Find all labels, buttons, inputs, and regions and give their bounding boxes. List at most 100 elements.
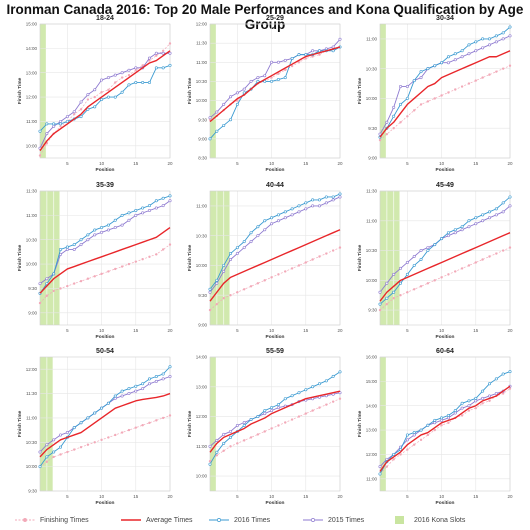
data-point <box>405 433 409 437</box>
kona-slot-band <box>210 357 216 491</box>
data-point <box>494 40 498 44</box>
series-line-average <box>379 232 511 302</box>
data-point <box>317 198 321 202</box>
data-point <box>446 61 450 65</box>
x-tick-label: 15 <box>303 494 309 499</box>
data-point <box>215 110 219 114</box>
data-point <box>222 441 226 445</box>
x-tick-label: 20 <box>507 494 513 499</box>
data-point <box>120 223 124 227</box>
data-point <box>392 290 396 294</box>
data-point <box>79 108 83 111</box>
data-point <box>508 34 512 38</box>
data-point <box>460 414 464 417</box>
data-point <box>79 238 83 242</box>
data-point <box>419 257 423 261</box>
series-line-finishing <box>379 388 511 475</box>
data-point <box>168 42 172 45</box>
data-point <box>277 72 280 75</box>
data-point <box>93 88 97 92</box>
data-point <box>229 435 233 439</box>
data-point <box>385 281 389 285</box>
series-line-t2015 <box>39 52 170 149</box>
data-point <box>453 52 457 56</box>
data-point <box>154 374 158 378</box>
data-point <box>256 225 260 229</box>
x-axis-label: Position <box>436 334 455 340</box>
chart-title: 50-54 <box>96 348 114 355</box>
x-tick-label: 15 <box>303 328 309 333</box>
y-tick-label: 11:00 <box>366 218 377 223</box>
data-point <box>168 194 172 198</box>
data-point <box>433 97 436 100</box>
series-line-finishing <box>379 65 511 141</box>
chart-panel-45-49: 45-49 9:30 10:00 10:30 11:00 11:30 5 10 15 20 Posi… <box>357 182 513 340</box>
plot-frame <box>379 23 511 159</box>
data-point <box>229 445 232 448</box>
data-point <box>72 243 76 247</box>
y-tick-label: 14:00 <box>196 355 208 360</box>
data-point <box>45 277 49 281</box>
data-point <box>249 240 253 244</box>
data-point <box>208 287 212 291</box>
y-tick-label: 11:30 <box>196 41 207 46</box>
legend-item-t2016: 2016 Times <box>208 514 270 526</box>
data-point <box>433 243 437 247</box>
series-points-t2015 <box>208 195 342 294</box>
data-point <box>481 46 485 50</box>
data-point <box>270 427 273 430</box>
data-point <box>433 64 437 68</box>
y-tick-label: 11:00 <box>26 416 37 421</box>
data-point <box>338 246 342 249</box>
legend-item-finishing: Finishing Times <box>14 514 89 526</box>
data-point <box>93 228 97 232</box>
data-point <box>270 222 274 226</box>
data-point <box>488 399 491 403</box>
data-point <box>324 201 328 205</box>
data-point <box>276 219 280 223</box>
data-point <box>453 58 457 62</box>
page-title: Ironman Canada 2016: Top 20 Male Perform… <box>6 2 524 32</box>
data-point <box>141 387 145 391</box>
data-point <box>399 85 403 89</box>
data-point <box>460 225 464 229</box>
data-point <box>412 263 416 267</box>
data-point <box>467 219 471 223</box>
data-point <box>86 93 90 97</box>
legend-swatch-t2016 <box>209 518 229 522</box>
data-point <box>412 255 416 259</box>
data-point <box>229 118 233 122</box>
data-point <box>501 392 505 395</box>
y-axis-label: Finish Time <box>17 77 23 104</box>
data-point <box>487 37 491 41</box>
data-point <box>331 374 335 378</box>
data-point <box>297 210 301 214</box>
data-point <box>467 399 471 403</box>
data-point <box>446 416 450 420</box>
small-multiples-grid: 18-24 10:00 11:00 12:00 13:00 14:00 15:00 5 10 15… <box>17 15 513 506</box>
data-point <box>65 245 69 249</box>
data-point <box>66 450 69 454</box>
data-point <box>208 137 212 141</box>
data-point <box>154 199 158 203</box>
data-point <box>474 396 478 400</box>
data-point <box>147 377 151 381</box>
data-point <box>481 389 485 393</box>
data-point <box>52 122 56 126</box>
data-point <box>440 424 443 427</box>
plot-frame <box>39 23 171 159</box>
data-point <box>276 213 280 217</box>
data-point <box>256 234 260 238</box>
y-tick-label: 10:00 <box>26 262 38 267</box>
data-point <box>222 102 226 106</box>
data-point <box>229 252 233 256</box>
plot-frame <box>39 190 171 326</box>
data-point <box>413 443 416 446</box>
y-axis-label: Finish Time <box>187 410 193 437</box>
x-tick-label: 5 <box>66 328 69 333</box>
legend-label: Average Times <box>146 516 193 524</box>
y-tick-label: 11:30 <box>26 391 37 396</box>
chart-panel-30-34: 30-34 9:00 9:30 10:00 10:30 11:00 5 10 15 20 Posit… <box>357 15 513 173</box>
x-tick-label: 20 <box>337 161 343 166</box>
series-line-average <box>209 46 341 123</box>
